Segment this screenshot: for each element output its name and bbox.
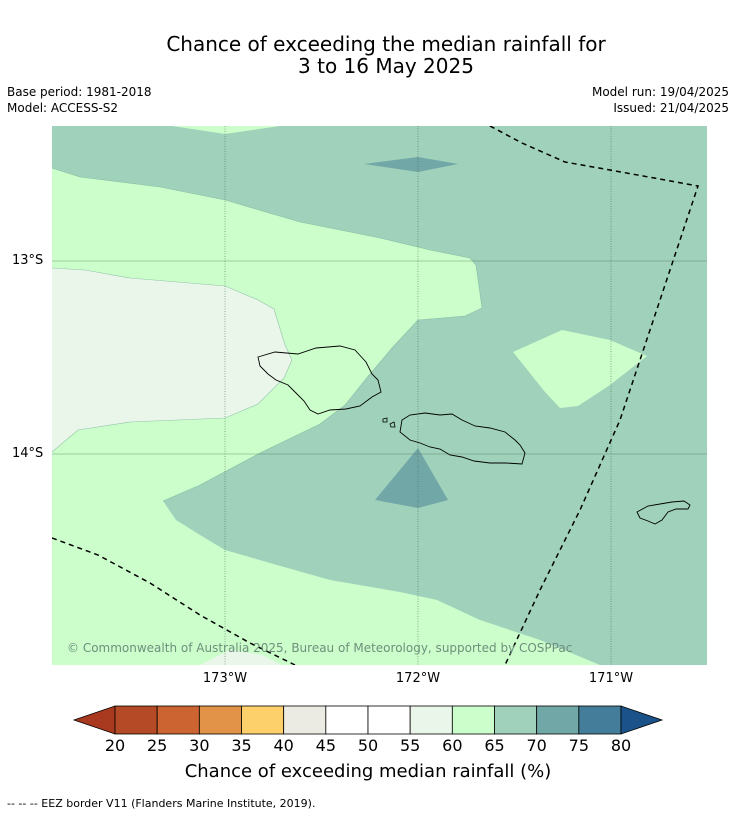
colorbar-tick-label: 50 xyxy=(357,736,379,755)
lon-tick-173w: 173°W xyxy=(202,671,248,686)
upolu-island xyxy=(399,412,526,465)
model-label: Model: ACCESS-S2 xyxy=(7,101,119,115)
eez-border xyxy=(52,126,699,665)
region-55-60-south xyxy=(200,650,282,665)
colorbar-tick-label: 70 xyxy=(526,736,547,755)
colorbar-cell xyxy=(156,705,200,735)
region-55-60-west xyxy=(52,268,292,452)
colorbar-cell xyxy=(409,705,453,735)
colorbar-cell xyxy=(241,705,285,735)
colorbar-cell xyxy=(283,705,327,735)
colorbar-tick-label: 75 xyxy=(568,736,589,755)
colorbar-tick-label: 40 xyxy=(273,736,294,755)
issued-label: Issued: 21/04/2025 xyxy=(613,101,729,115)
chart-title-line-1: Chance of exceeding the median rainfall … xyxy=(166,32,606,56)
colorbar-tick-label: 80 xyxy=(610,736,632,755)
model-run-label: Model run: 19/04/2025 xyxy=(591,85,729,99)
region-70-75-south xyxy=(375,448,448,508)
colorbar-tick-label: 60 xyxy=(442,736,463,755)
tutuila-island xyxy=(636,500,691,525)
eez-footnote: -- -- -- EEZ border V11 (Flanders Marine… xyxy=(7,797,316,810)
region-65-70-north xyxy=(52,126,707,265)
base-period-label: Base period: 1981-2018 xyxy=(7,85,152,99)
region-60-65-east xyxy=(513,330,647,408)
lat-tick-14s: 14°S xyxy=(12,446,44,461)
colorbar-title: Chance of exceeding median rainfall (%) xyxy=(184,761,552,782)
copyright-notice: © Commonwealth of Australia 2025, Bureau… xyxy=(67,641,573,655)
colorbar-cell xyxy=(536,705,580,735)
colorbar-cell xyxy=(367,705,411,735)
colorbar-tick-label: 20 xyxy=(104,736,126,755)
lat-tick-13s: 13°S xyxy=(12,253,44,268)
region-70-75-north xyxy=(364,157,458,172)
colorbar-cell xyxy=(114,705,158,735)
colorbar-cell xyxy=(451,705,495,735)
colorbar-cell xyxy=(198,705,242,735)
colorbar xyxy=(72,705,664,735)
colorbar-cell xyxy=(494,705,538,735)
colorbar-tick-label: 25 xyxy=(146,736,168,755)
colorbar-high-extend xyxy=(620,705,664,735)
colorbar-low-extend xyxy=(72,705,116,735)
colorbar-cell xyxy=(578,705,622,735)
lon-tick-171w: 171°W xyxy=(588,671,634,686)
colorbar-tick-label: 35 xyxy=(231,736,252,755)
colorbar-tick-label: 45 xyxy=(315,736,336,755)
colorbar-tick-label: 65 xyxy=(484,736,505,755)
colorbar-tick-label: 55 xyxy=(399,736,421,755)
chart-title-line-2: 3 to 16 May 2025 xyxy=(298,54,474,78)
lon-tick-172w: 172°W xyxy=(395,671,441,686)
colorbar-tick-label: 30 xyxy=(189,736,210,755)
colorbar-cell xyxy=(325,705,369,735)
savaii-island xyxy=(257,345,382,415)
